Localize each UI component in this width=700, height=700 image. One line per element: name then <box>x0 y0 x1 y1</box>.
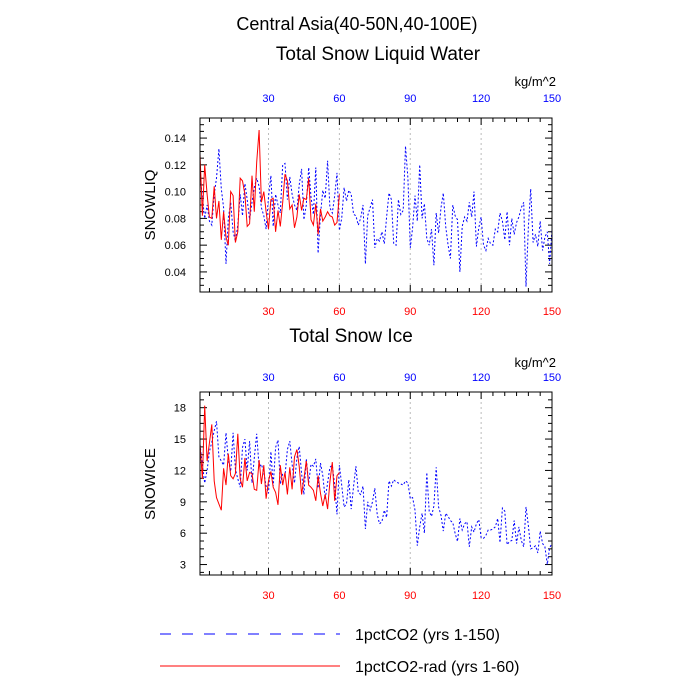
y-tick-label: 6 <box>180 528 186 540</box>
x-tick-label-top: 90 <box>404 93 416 105</box>
y-tick-label: 9 <box>180 497 186 509</box>
y-axis-label: SNOWLIQ <box>142 170 159 241</box>
x-tick-label-bottom: 30 <box>262 590 274 602</box>
y-tick-label: 0.12 <box>165 160 186 172</box>
x-tick-label-bottom: 90 <box>404 306 416 318</box>
x-tick-label-top: 150 <box>543 372 561 384</box>
series-line-1pctco2 <box>200 421 552 565</box>
y-tick-label: 3 <box>180 560 186 572</box>
y-tick-label: 0.10 <box>165 187 186 199</box>
plot-frame <box>199 117 553 293</box>
x-tick-label-bottom: 30 <box>262 306 274 318</box>
x-tick-label-top: 90 <box>404 372 416 384</box>
series-line-1pctco2-rad <box>200 405 340 511</box>
x-tick-label-bottom: 120 <box>472 590 490 602</box>
legend-label-1pctco2-rad: 1pctCO2-rad (yrs 1-60) <box>355 659 520 676</box>
legend: 1pctCO2 (yrs 1-150) 1pctCO2-rad (yrs 1-6… <box>160 627 520 676</box>
y-tick-label: 15 <box>174 434 186 446</box>
x-tick-label-top: 120 <box>472 93 490 105</box>
snowice-panel: Total Snow Ice kg/m^2 SNOWICE 3 6 9 12 15 18 30 30… <box>142 326 561 602</box>
panel-title: Total Snow Liquid Water <box>276 44 481 65</box>
x-tick-label-bottom: 90 <box>404 590 416 602</box>
y-tick-label: 0.08 <box>165 213 186 225</box>
y-tick-label: 0.04 <box>165 267 186 279</box>
y-axis-label: SNOWICE <box>142 448 159 520</box>
x-tick-label-top: 120 <box>472 372 490 384</box>
panel-title: Total Snow Ice <box>289 326 413 347</box>
x-tick-label-bottom: 60 <box>333 306 345 318</box>
x-tick-label-top: 60 <box>333 372 345 384</box>
legend-label-1pctco2: 1pctCO2 (yrs 1-150) <box>355 627 500 644</box>
y-tick-label: 18 <box>174 403 186 415</box>
series-line-1pctco2 <box>200 146 552 287</box>
series-line-1pctco2-rad <box>200 129 340 246</box>
x-tick-label-bottom: 150 <box>543 590 561 602</box>
x-tick-label-top: 30 <box>262 93 274 105</box>
x-tick-label-bottom: 120 <box>472 306 490 318</box>
units-label: kg/m^2 <box>514 355 556 370</box>
x-tick-label-top: 60 <box>333 93 345 105</box>
y-tick-label: 0.14 <box>165 133 186 145</box>
y-tick-label: 12 <box>174 465 186 477</box>
x-tick-label-bottom: 150 <box>543 306 561 318</box>
figure-title: Central Asia(40-50N,40-100E) <box>236 14 477 34</box>
x-tick-label-top: 30 <box>262 372 274 384</box>
x-tick-label-top: 150 <box>543 93 561 105</box>
y-tick-label: 0.06 <box>165 240 186 252</box>
units-label: kg/m^2 <box>514 74 556 89</box>
plot-frame <box>199 391 553 576</box>
snowliq-panel: Total Snow Liquid Water kg/m^2 SNOWLIQ 0.04… <box>142 44 561 318</box>
x-tick-label-bottom: 60 <box>333 590 345 602</box>
